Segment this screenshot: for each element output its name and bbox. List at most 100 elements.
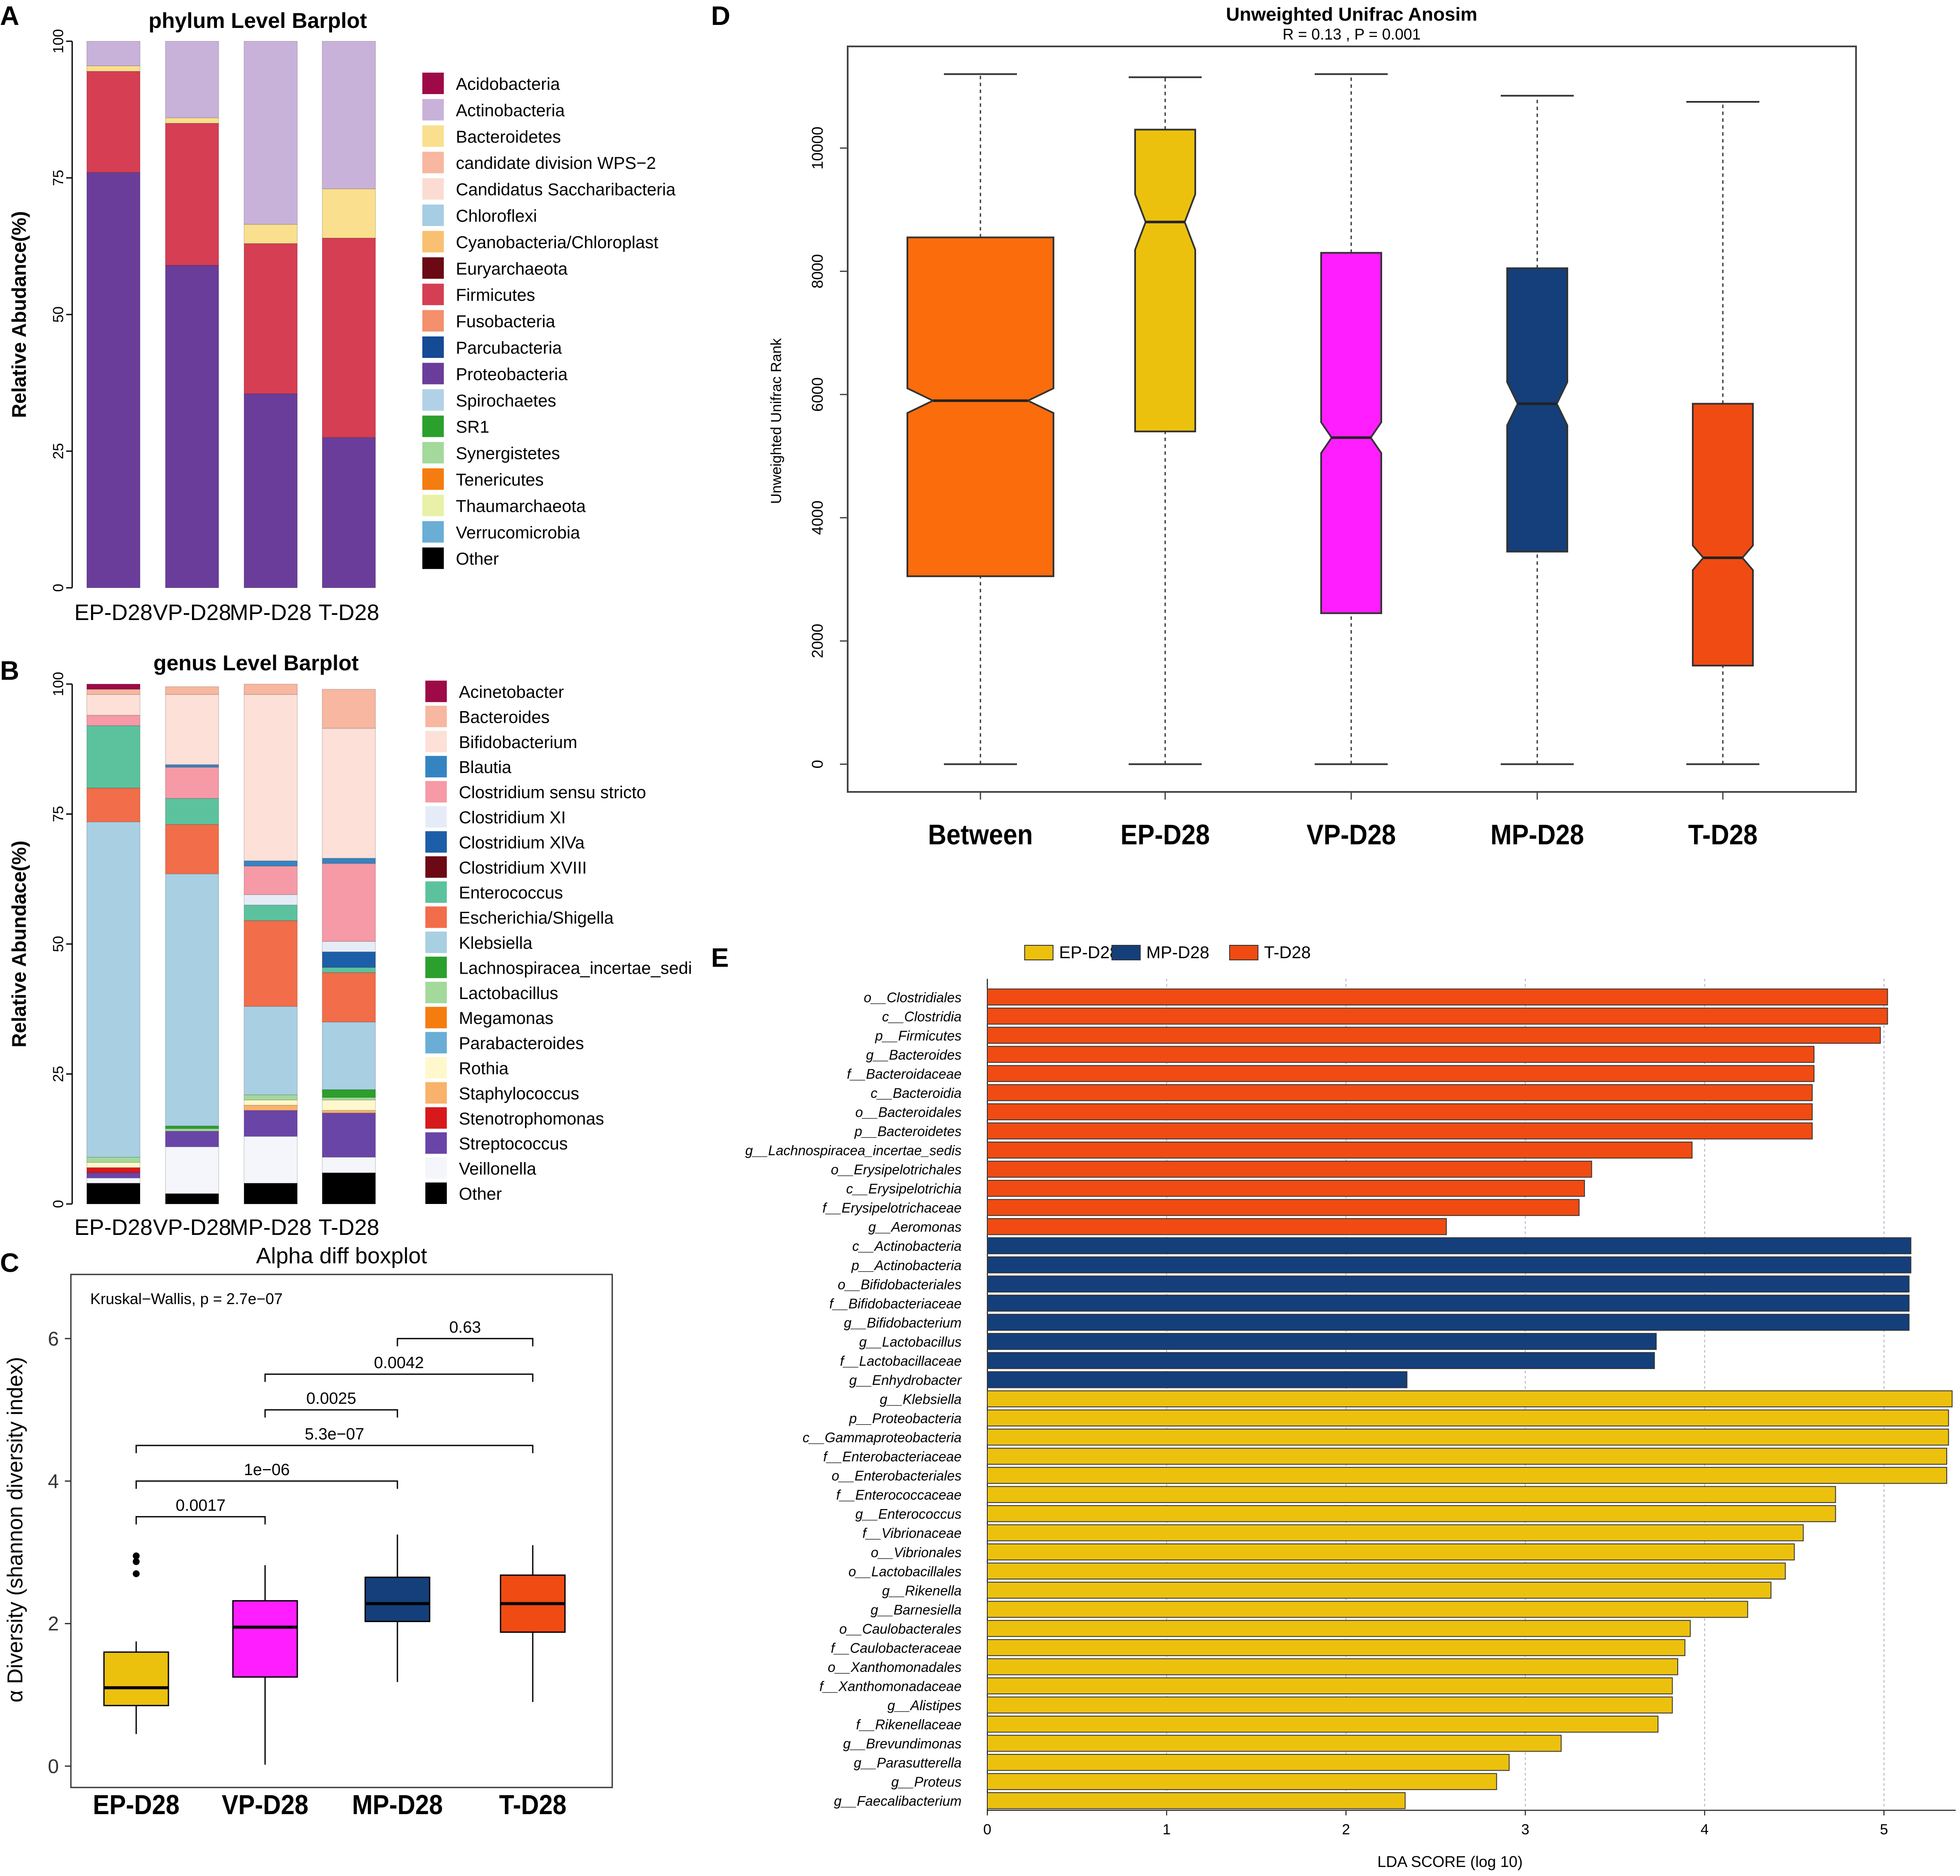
legend-swatch-clostridium-xlva	[425, 831, 447, 853]
bar-segment-clostridium-xi-t-d28	[322, 941, 376, 952]
comparison-p-value: 0.0025	[306, 1390, 356, 1408]
x-tick-label: 2	[1342, 1821, 1350, 1838]
bar-segment-streptococcus-ep-d28	[86, 1172, 140, 1179]
comparison-p-value: 0.0017	[176, 1497, 226, 1515]
legend-swatch-staphylococcus	[425, 1082, 447, 1104]
x-tick-label: T-D28	[318, 600, 379, 625]
legend-label-staphylococcus: Staphylococcus	[459, 1084, 579, 1103]
legend-swatch-blautia	[425, 756, 447, 778]
taxon-label: o__Vibrionales	[871, 1545, 962, 1560]
taxon-label: p__Bacteroidetes	[854, 1124, 962, 1139]
legend-swatch-bacteroidetes	[422, 125, 444, 147]
taxon-label: g__Lachnospiracea_incertae_sedis	[745, 1143, 962, 1158]
bar-segment-lactobacillus-ep-d28	[86, 1157, 140, 1163]
bar-segment-clostridium-sensu-stricto-vp-d28	[165, 767, 219, 799]
lda-bar-c-clostridia	[987, 1008, 1888, 1025]
taxon-label: f__Caulobacteraceae	[831, 1640, 962, 1656]
bar-segment-lachnospiracea-incertae-sedi-vp-d28	[165, 1125, 219, 1129]
taxon-label: c__Actinobacteria	[852, 1238, 962, 1254]
taxon-label: c__Gammaproteobacteria	[803, 1430, 962, 1445]
legend-label-enterococcus: Enterococcus	[459, 883, 563, 902]
legend-label-clostridium-sensu-stricto: Clostridium sensu stricto	[459, 783, 646, 802]
chart-title: genus Level Barplot	[153, 651, 359, 675]
legend-swatch-candidatus-saccharibacteria	[422, 178, 444, 200]
lda-bar-g-lachnospiracea-incertae-sedis	[987, 1141, 1693, 1159]
x-tick-label: MP-D28	[230, 1215, 312, 1240]
panel-b: genus Level Barplot 0 25 50 75 100 Relative Ab…	[8, 651, 692, 1240]
legend-label-verrucomicrobia: Verrucomicrobia	[456, 523, 580, 542]
bar-segment-veillonella-ep-d28	[86, 1177, 140, 1184]
bar-segment-firmicutes-vp-d28	[165, 123, 219, 266]
lda-bar-g-enhydrobacter	[987, 1371, 1407, 1388]
x-tick-label: T-D28	[1688, 819, 1758, 851]
legend-swatch-parabacteroides	[425, 1032, 447, 1054]
legend-label-lachnospiracea-incertae-sedi: Lachnospiracea_incertae_sedi	[459, 959, 692, 978]
lda-bar-f-lactobacillaceae	[987, 1352, 1655, 1369]
lda-bar-g-faecalibacterium	[987, 1792, 1406, 1809]
panel-e: EP-D28 MP-D28 T-D28 0 1 2 3 4 5 LDA SCORE (log 10…	[745, 943, 1956, 1870]
y-tick-label: 0	[50, 1200, 67, 1208]
comparison-bracket	[135, 1445, 534, 1453]
taxon-label: g__Proteus	[891, 1774, 962, 1790]
legend-label-fusobacteria: Fusobacteria	[456, 312, 556, 331]
legend-swatch-mp-d28	[1111, 945, 1141, 960]
taxon-label: g__Klebsiella	[880, 1392, 962, 1407]
box-mp-d28	[364, 1577, 430, 1622]
x-tick-label: 0	[983, 1821, 992, 1838]
x-tick-label: EP-D28	[93, 1789, 180, 1820]
legend-swatch-sr1	[422, 416, 444, 437]
legend-swatch-bacteroides	[425, 706, 447, 727]
taxon-label: f__Enterococcaceae	[836, 1487, 962, 1503]
legend-label-clostridium-xviii: Clostridium XVIII	[459, 859, 587, 877]
bar-segment-veillonella-t-d28	[322, 1157, 376, 1173]
y-tick-label: 100	[50, 29, 67, 54]
lda-bar-f-vibrionaceae	[987, 1524, 1804, 1541]
y-tick-label: 25	[50, 443, 67, 459]
bar-segment-stenotrophomonas-ep-d28	[86, 1167, 140, 1173]
chart-subtitle: R = 0.13 , P = 0.001	[1282, 25, 1421, 43]
lda-bar-g-lactobacillus	[987, 1333, 1657, 1350]
y-axis-label: α Diversity (shannon diversity index)	[3, 1357, 27, 1702]
notched-box-between	[907, 236, 1054, 577]
legend-swatch-verrucomicrobia	[422, 521, 444, 543]
lda-bar-g-aeromonas	[987, 1218, 1447, 1235]
lda-bar-c-actinobacteria	[987, 1237, 1911, 1254]
legend-label-acidobacteria: Acidobacteria	[456, 75, 560, 94]
bar-segment-lactobacillus-mp-d28	[244, 1094, 298, 1100]
legend-swatch-chloroflexi	[422, 205, 444, 226]
bar-segment-veillonella-vp-d28	[165, 1146, 219, 1194]
lda-bar-c-erysipelotrichia	[987, 1179, 1585, 1197]
legend-swatch-lactobacillus	[425, 981, 447, 1003]
legend-label-ep-d28: EP-D28	[1059, 943, 1119, 962]
bar-segment-bacteroidetes-t-d28	[322, 188, 376, 238]
legend-label-klebsiella: Klebsiella	[459, 934, 533, 953]
taxon-label: o__Clostridiales	[864, 990, 962, 1005]
chart-title: Unweighted Unifrac Anosim	[1226, 4, 1477, 25]
comparison-p-value: 5.3e−07	[305, 1425, 364, 1443]
bar-segment-acinetobacter-ep-d28	[86, 684, 140, 690]
x-tick-label: EP-D28	[1120, 819, 1210, 851]
kruskal-wallis-annotation: Kruskal−Wallis, p = 2.7e−07	[90, 1290, 283, 1308]
y-axis-label: Relative Abudance(%)	[8, 211, 30, 418]
panel-a: phylum Level Barplot 0 25 50 75 100 Relative A…	[8, 9, 676, 625]
taxon-label: c__Clostridia	[882, 1009, 962, 1024]
bar-segment-firmicutes-mp-d28	[244, 243, 298, 394]
lda-bar-o-clostridiales	[987, 988, 1888, 1005]
bar-segment-bacteroidetes-ep-d28	[86, 65, 140, 72]
bar-segment-escherichia-shigella-vp-d28	[165, 824, 219, 874]
bar-segment-other-t-d28	[322, 1172, 376, 1204]
y-tick-label: 0	[50, 584, 67, 592]
y-tick-label: 25	[50, 1066, 67, 1082]
bar-segment-bacteroides-mp-d28	[244, 684, 298, 695]
legend-label-clostridium-xi: Clostridium XI	[459, 808, 566, 827]
notched-box-vp-d28	[1320, 252, 1382, 614]
legend-label-synergistetes: Synergistetes	[456, 444, 560, 463]
lda-bar-g-barnesiella	[987, 1601, 1748, 1618]
x-tick-label: 3	[1521, 1821, 1530, 1838]
y-tick-label: 6	[48, 1327, 59, 1350]
bar-segment-bifidobacterium-ep-d28	[86, 694, 140, 716]
y-tick-label: 0	[48, 1755, 59, 1777]
lda-bar-g-brevundimonas	[987, 1735, 1562, 1752]
box-ep-d28	[103, 1651, 169, 1706]
taxon-label: g__Enhydrobacter	[849, 1372, 962, 1388]
